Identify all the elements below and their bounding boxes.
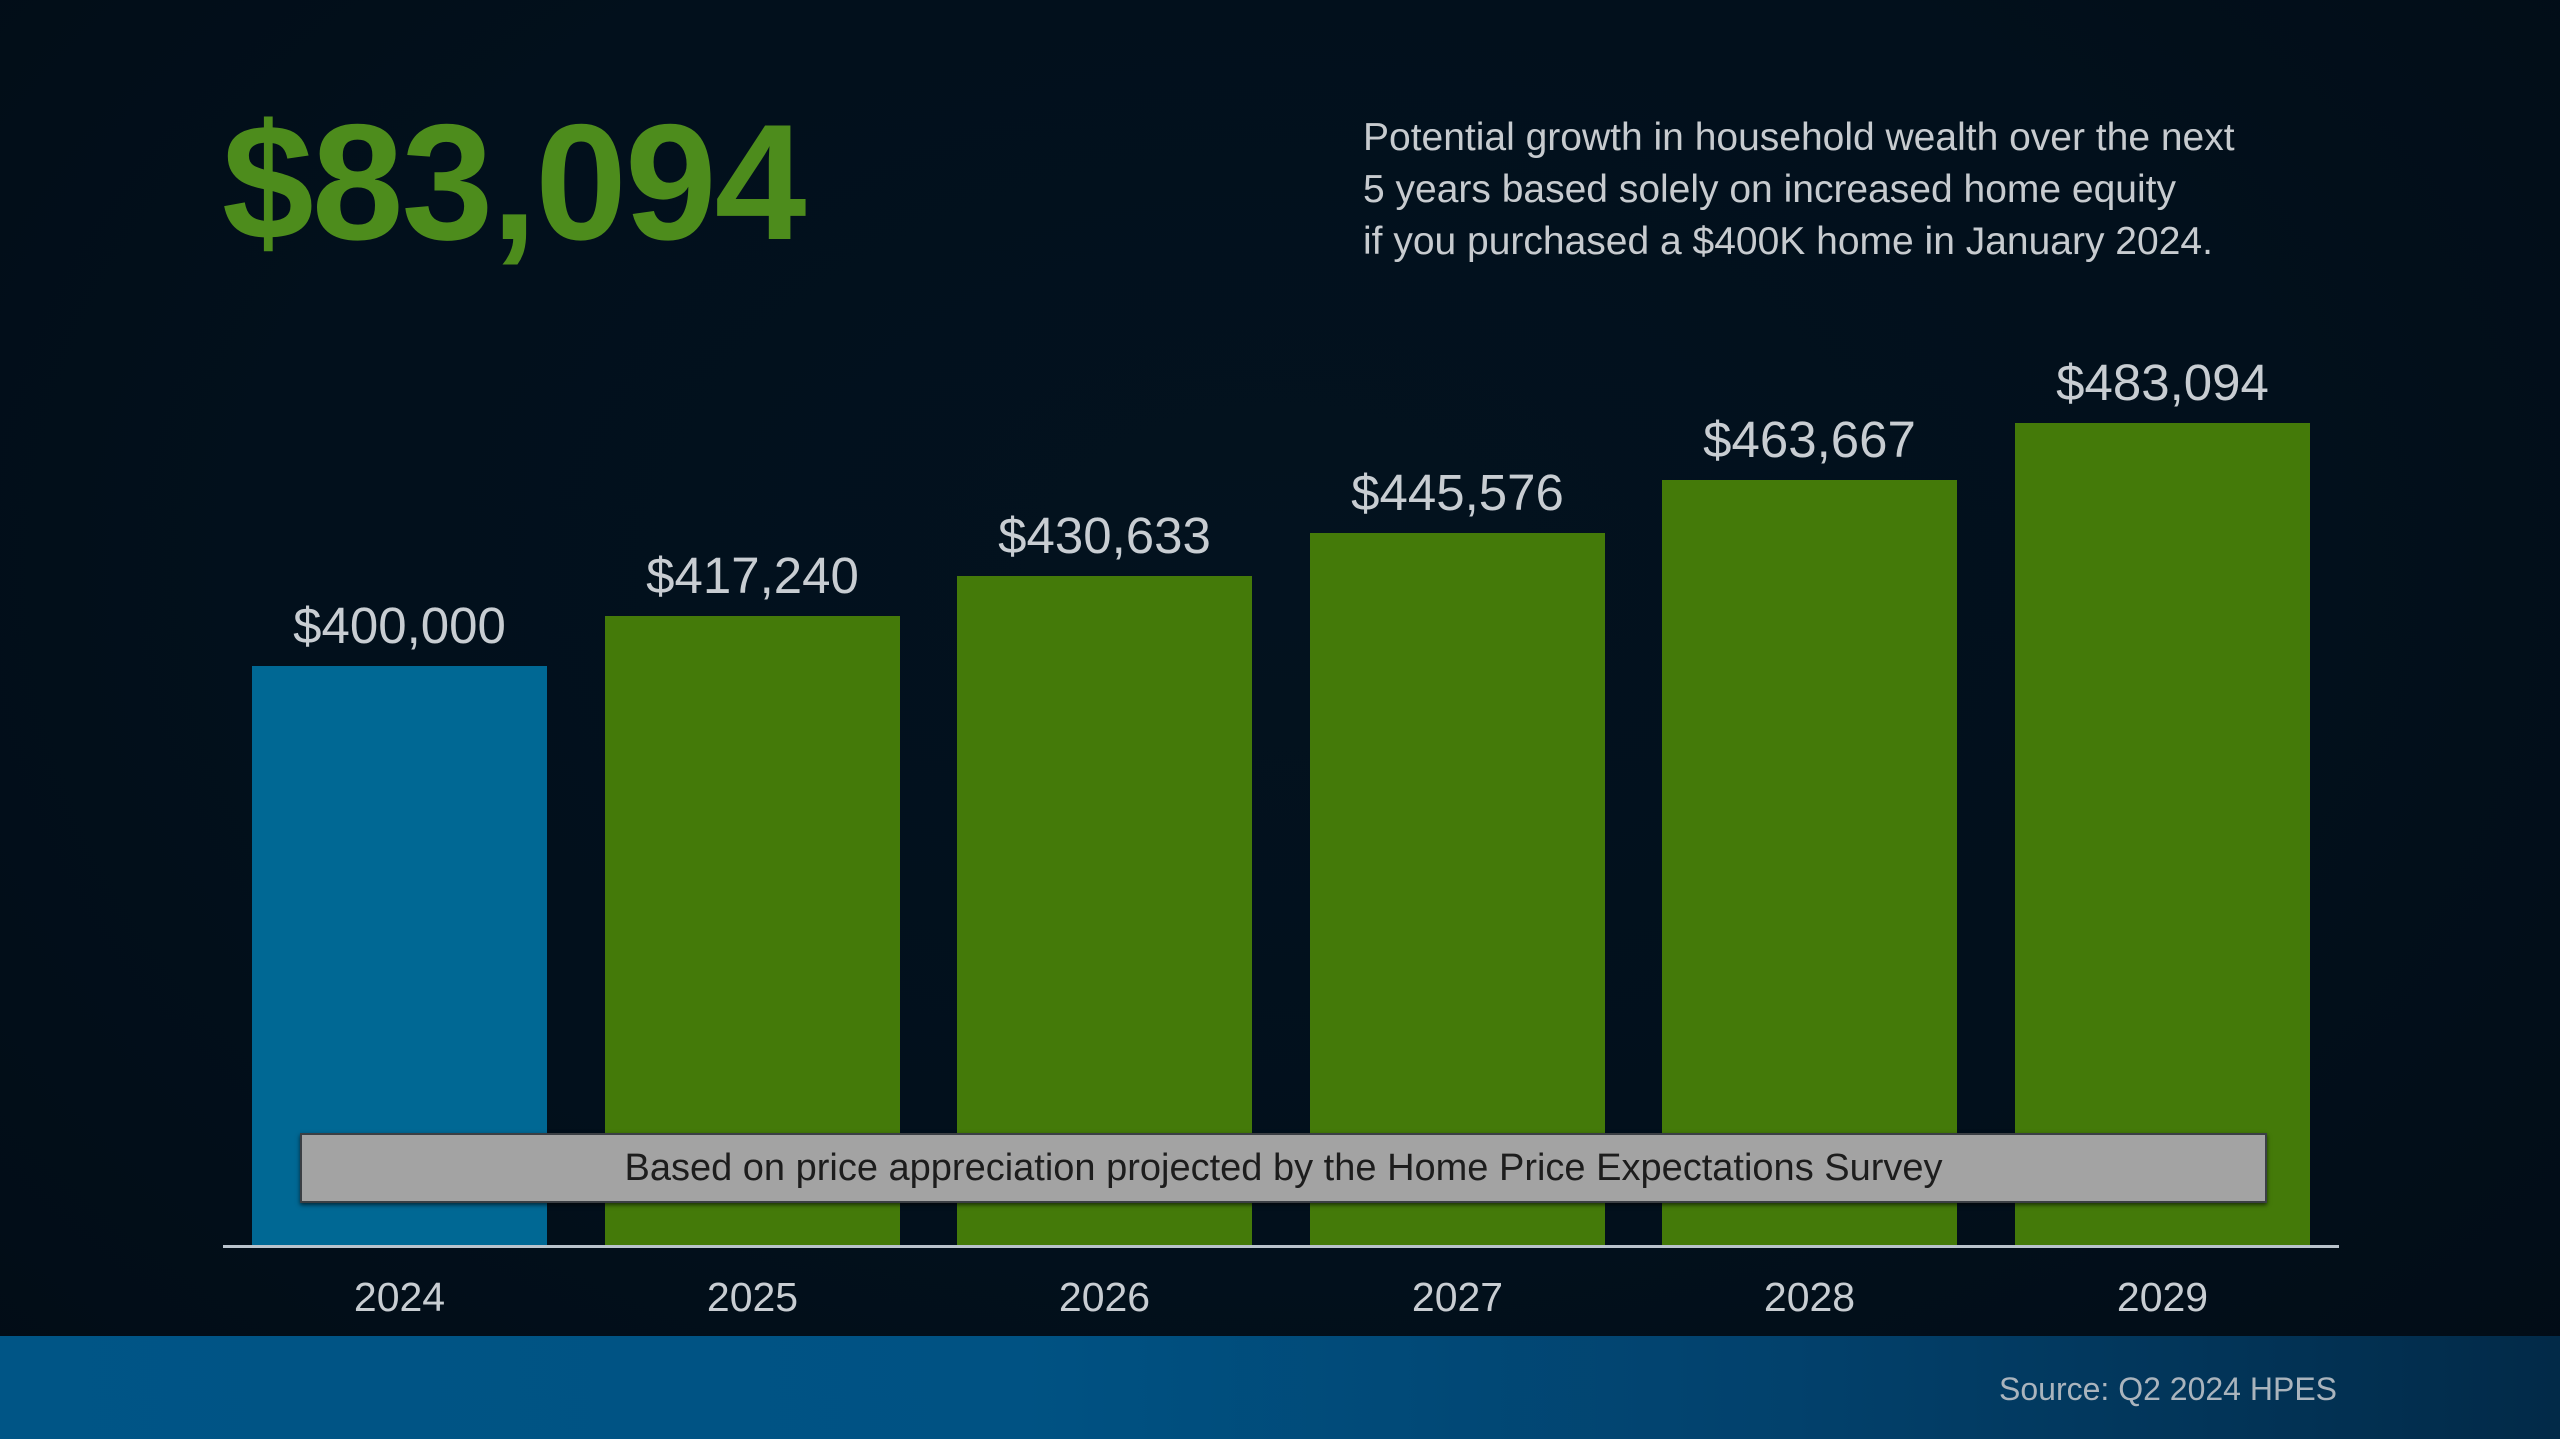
x-tick-label: 2024: [353, 1274, 446, 1320]
chart-subtitle: Potential growth in household wealth ove…: [1363, 112, 2463, 268]
bar-value-label: $483,094: [2056, 354, 2269, 411]
bar-value-label: $430,633: [998, 507, 1211, 564]
bar-value-label: $463,667: [1703, 411, 1916, 468]
survey-note-banner: Based on price appreciation projected by…: [300, 1133, 2267, 1203]
x-tick-label: 2029: [2116, 1274, 2209, 1320]
bar-value-label: $445,576: [1351, 464, 1564, 521]
x-tick-label: 2025: [706, 1274, 799, 1320]
subtitle-line: 5 years based solely on increased home e…: [1363, 168, 2176, 211]
footer-band: Source: Q2 2024 HPES: [0, 1336, 2560, 1439]
bar-chart: $400,000 2024 $417,240 2025 $430,633 2026 $445…: [223, 354, 2339, 1320]
bar-value-label: $417,240: [646, 547, 859, 604]
subtitle-line: Potential growth in household wealth ove…: [1363, 116, 2235, 159]
x-axis-line: [223, 1245, 2339, 1248]
source-note: Source: Q2 2024 HPES: [1999, 1371, 2337, 1407]
bar-value-label: $400,000: [293, 597, 506, 654]
x-tick-label: 2027: [1411, 1274, 1504, 1320]
subtitle-line: if you purchased a $400K home in January…: [1363, 220, 2213, 263]
headline-wealth-gain: $83,094: [222, 90, 806, 274]
bar-2029: [2015, 423, 2310, 1247]
banner-text: Based on price appreciation projected by…: [624, 1146, 1943, 1189]
x-tick-label: 2026: [1058, 1274, 1151, 1320]
x-tick-label: 2028: [1763, 1274, 1856, 1320]
bar-2027: [1310, 533, 1605, 1247]
bar-2028: [1662, 480, 1957, 1247]
